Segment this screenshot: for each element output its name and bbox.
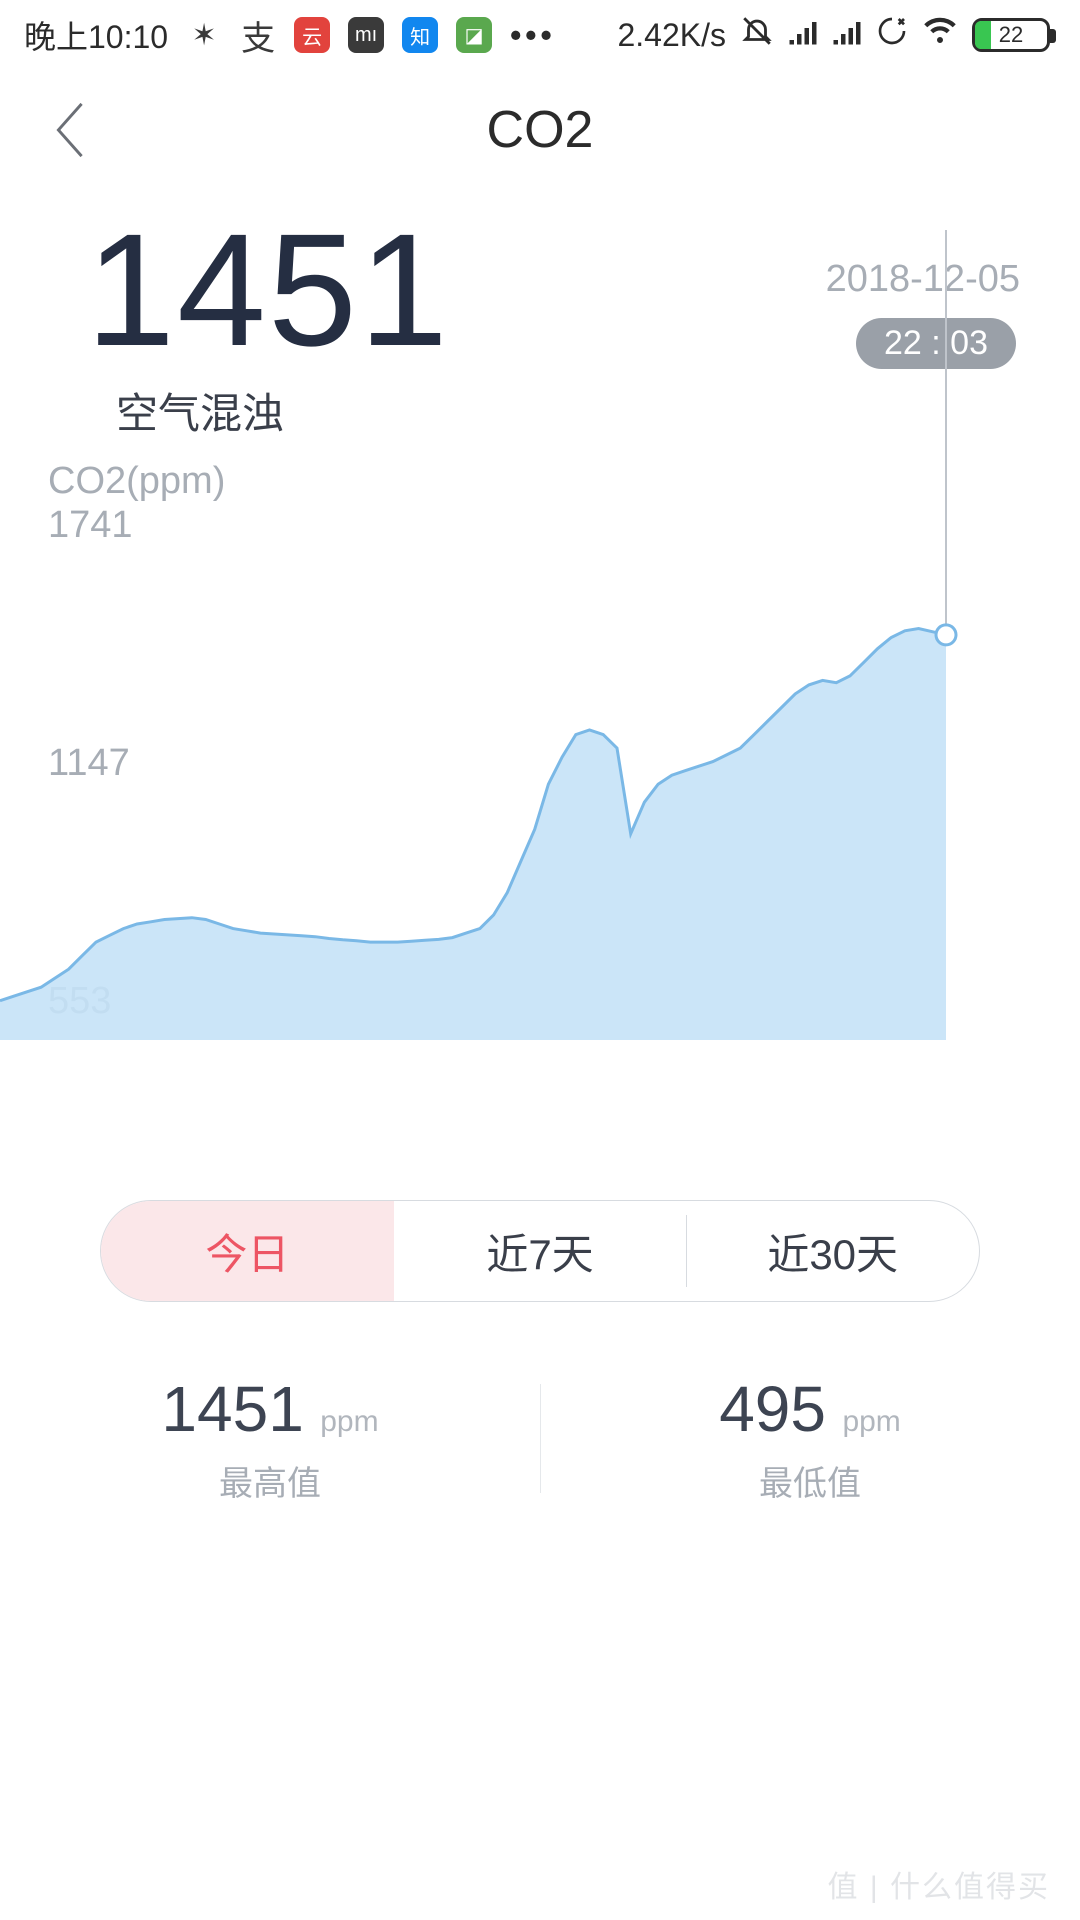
wechat-icon: ✶ (186, 17, 222, 53)
signal-1-icon (788, 16, 818, 54)
stats-row: 1451 ppm 最高值 495 ppm 最低值 (0, 1372, 1080, 1505)
page-title: CO2 (487, 100, 594, 160)
stat-max-value: 1451 (161, 1373, 303, 1445)
seg-today-label: 今日 (205, 1221, 289, 1282)
air-status: 空气混浊 (116, 380, 1020, 441)
battery-icon: 22 (972, 18, 1050, 52)
alipay-icon: 支 (240, 17, 276, 53)
yunji-icon: 云 (294, 17, 330, 53)
range-segmented: 今日 近7天 近30天 (0, 1200, 1080, 1302)
volte-icon (876, 15, 908, 55)
seg-30days-label: 近30天 (767, 1221, 898, 1282)
signal-2-icon (832, 16, 862, 54)
battery-text: 22 (975, 22, 1047, 48)
back-button[interactable] (40, 100, 100, 160)
stat-min-label: 最低值 (540, 1456, 1080, 1505)
stat-min: 495 ppm 最低值 (540, 1372, 1080, 1505)
current-time-badge: 22 : 03 (856, 318, 1016, 369)
stat-max-unit: ppm (320, 1405, 378, 1438)
dnd-icon (740, 14, 774, 56)
current-date: 2018-12-05 (826, 258, 1020, 301)
app6-icon: ◪ (456, 17, 492, 53)
status-bar: 晚上10:10 ✶ 支 云 mı 知 ◪ ••• 2.42K/s 22 (0, 0, 1080, 70)
segmented-control: 今日 近7天 近30天 (100, 1200, 980, 1302)
zhihu-icon: 知 (402, 17, 438, 53)
current-block: 1451 空气混浊 2018-12-05 22 : 03 (0, 190, 1080, 450)
status-left: 晚上10:10 ✶ 支 云 mı 知 ◪ ••• (24, 12, 556, 58)
watermark: 值 | 什么值得买 (828, 1862, 1050, 1906)
co2-chart: CO2(ppm) 1741 1147 553 (0, 460, 1080, 1110)
stat-min-value: 495 (719, 1373, 826, 1445)
status-right: 2.42K/s 22 (617, 13, 1050, 57)
chevron-left-icon (51, 101, 89, 159)
more-icon: ••• (510, 17, 556, 54)
status-time: 晚上10:10 (24, 12, 168, 58)
header: CO2 (0, 70, 1080, 190)
seg-7days-label: 近7天 (486, 1221, 593, 1282)
stat-min-unit: ppm (842, 1405, 900, 1438)
wifi-icon (922, 13, 958, 57)
stat-max-label: 最高值 (0, 1456, 540, 1505)
mi-icon: mı (348, 17, 384, 53)
net-speed: 2.42K/s (617, 17, 726, 54)
seg-7days[interactable]: 近7天 (394, 1201, 687, 1301)
stat-max: 1451 ppm 最高值 (0, 1372, 540, 1505)
seg-30days[interactable]: 近30天 (686, 1201, 979, 1301)
seg-today[interactable]: 今日 (101, 1201, 394, 1301)
chart-svg (0, 460, 1080, 1110)
